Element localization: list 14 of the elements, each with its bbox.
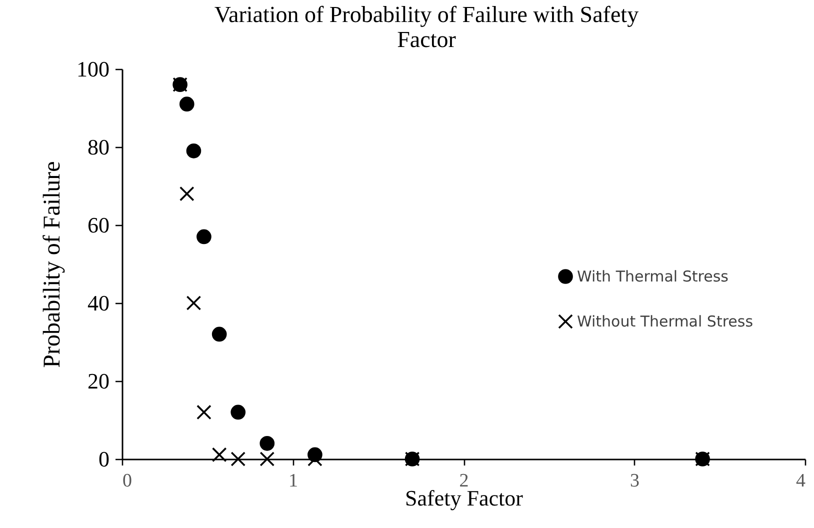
- y-axis-title: Probability of Failure: [40, 161, 66, 368]
- legend-label: With Thermal Stress: [577, 268, 729, 286]
- legend-label: Without Thermal Stress: [577, 312, 754, 330]
- x-tick-label: 3: [630, 470, 640, 492]
- x-tick-label: 1: [288, 470, 298, 492]
- x-tick-label: 0: [122, 470, 132, 492]
- y-tick-label: 80: [88, 134, 110, 160]
- y-tick-label: 20: [88, 368, 110, 394]
- y-tick-label: 0: [98, 446, 110, 472]
- y-tick-label: 60: [88, 212, 110, 238]
- chart-title: Variation of Probability of Failure with Safety Factor: [214, 2, 640, 52]
- y-tick-label: 100: [76, 56, 110, 82]
- y-tick-label: 40: [88, 290, 110, 316]
- x-tick-label: 4: [796, 470, 806, 492]
